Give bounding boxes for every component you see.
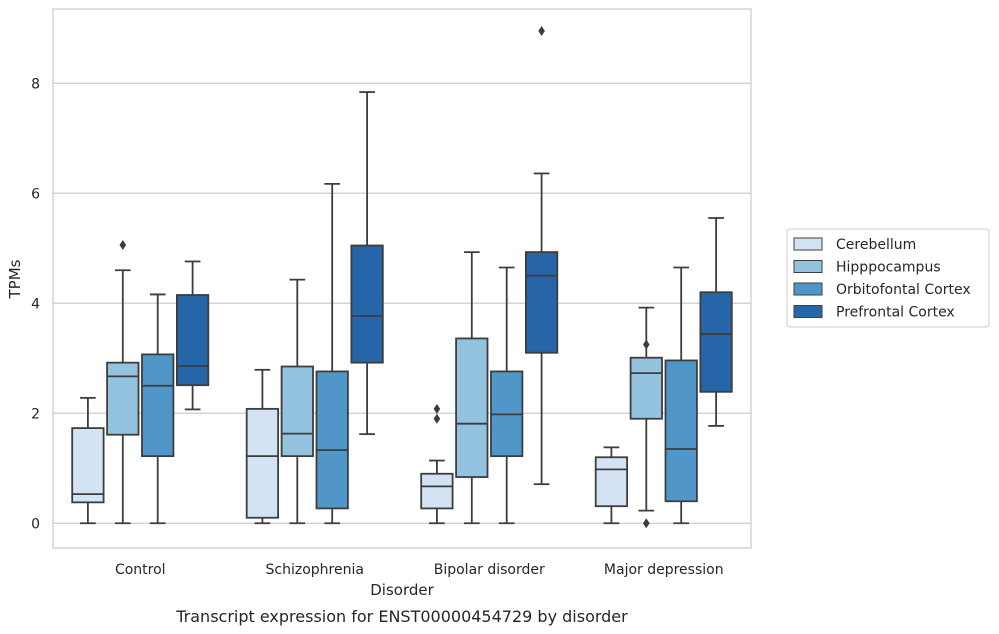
box-group [106,239,140,525]
box-group [629,306,663,529]
box-group [490,266,524,525]
box [629,356,663,420]
outlier-point [433,403,441,414]
box [455,337,489,478]
outlier-point [643,339,650,350]
box [245,407,280,519]
box-group [455,251,489,525]
series-hipppocampus [106,239,663,529]
box-group [594,446,629,525]
outlier-point [538,26,545,36]
legend-frame [786,228,990,328]
box [71,427,105,504]
box-series [71,26,733,529]
box [664,359,698,503]
box-group [71,396,105,525]
legend-swatch [793,260,823,273]
legend: Cerebellum Hipppocampus Orbitofontal Corte… [786,228,990,328]
legend-item: Hipppocampus [793,260,941,276]
box [141,353,175,458]
y-tick-label: 6 [31,186,40,202]
box-group [699,217,733,427]
box [594,456,629,508]
box [420,472,454,510]
box-group [420,403,454,525]
x-tick-label: Major depression [604,562,724,578]
y-axis-label: TPMs [6,259,24,299]
series-orbitofontal-cortex [141,182,698,525]
plot-area-frame [52,8,752,549]
legend-item: Orbitofontal Cortex [793,282,971,298]
legend-item: Prefrontal Cortex [793,305,955,321]
legend-swatch [793,282,823,296]
legend-label: Orbitofontal Cortex [836,282,971,298]
box-group [350,91,384,436]
box [280,365,314,458]
y-tick-label: 0 [31,516,40,532]
x-axis-label: Disorder [370,581,434,599]
box [699,291,733,393]
chart-caption: Transcript expression for ENST0000045472… [175,607,628,626]
legend-label: Hipppocampus [836,260,941,276]
box [350,244,384,364]
outlier-point [433,413,441,424]
series-cerebellum [71,368,629,525]
x-tick-labels: Control Schizophrenia Bipolar disorder Majo… [115,562,724,578]
legend-label: Cerebellum [836,237,916,253]
box-group [664,266,698,525]
box-group [175,260,210,411]
box-group [245,368,280,525]
box [106,361,140,436]
outlier-point [119,239,127,250]
x-tick-label: Bipolar disorder [434,562,545,578]
legend-swatch [793,237,823,251]
box-group [315,182,349,525]
box [175,294,210,387]
y-tick-label: 8 [31,76,40,92]
y-tick-label: 4 [31,296,40,312]
box-group [524,26,559,486]
box-group [280,278,314,525]
box [524,251,559,354]
box-group [141,293,175,525]
y-tick-label: 2 [31,406,40,422]
x-tick-label: Control [115,562,166,578]
y-tick-labels: 0 2 4 6 8 [31,76,40,532]
legend-swatch [793,305,823,318]
legend-item: Cerebellum [793,237,916,253]
series-prefrontal-cortex [175,26,733,486]
legend-label: Prefrontal Cortex [836,305,955,321]
outlier-point [643,518,650,529]
x-tick-label: Schizophrenia [266,562,364,578]
box [315,370,349,510]
